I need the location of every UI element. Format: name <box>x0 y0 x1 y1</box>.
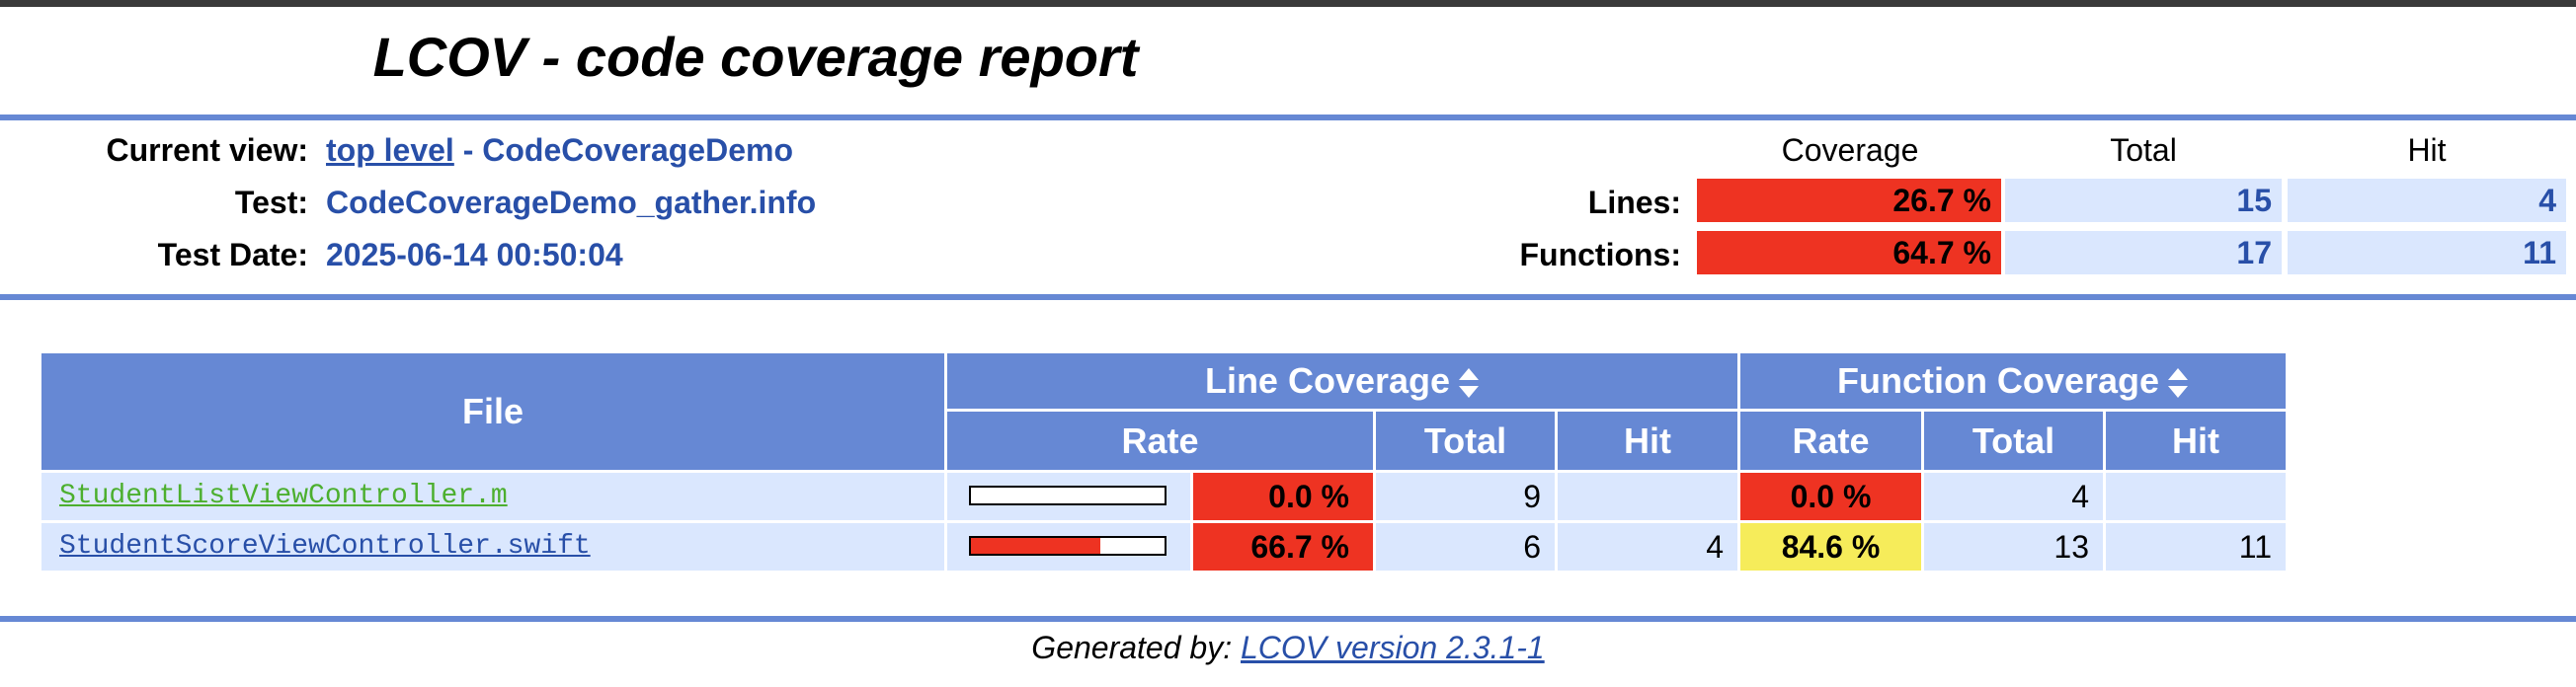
top-level-link[interactable]: top level <box>326 132 454 168</box>
function-total-value: 4 <box>1924 473 2103 520</box>
line-total-value: 9 <box>1376 473 1555 520</box>
coverage-bar-fill <box>971 538 1100 554</box>
coverage-bar <box>969 536 1167 556</box>
function-coverage-header[interactable]: Function Coverage <box>1740 353 2286 409</box>
line-rate-header: Rate <box>947 412 1373 470</box>
test-label: Test: <box>234 185 308 220</box>
lines-label: Lines: <box>1587 185 1681 220</box>
line-total-header: Total <box>1376 412 1555 470</box>
line-rate-value: 0.0 % <box>1193 473 1373 520</box>
window-top-edge <box>0 0 2576 7</box>
function-rate-value: 0.0 % <box>1740 473 1921 520</box>
total-column-header: Total <box>2110 132 2177 168</box>
functions-coverage: 64.7 % <box>1697 231 2001 274</box>
line-hit-value <box>1558 473 1737 520</box>
page-title: LCOV - code coverage report <box>372 26 1139 88</box>
functions-label: Functions: <box>1519 237 1681 272</box>
function-hit-value <box>2106 473 2286 520</box>
functions-total: 17 <box>2005 231 2282 274</box>
test-date-label: Test Date: <box>157 237 308 272</box>
functions-hit: 11 <box>2288 231 2566 274</box>
sort-up-down-icon[interactable] <box>1458 366 1480 400</box>
lines-total: 15 <box>2005 179 2282 222</box>
line-rate-bar-cell <box>947 523 1190 571</box>
file-link-student-score[interactable]: StudentScoreViewController.swift <box>59 531 591 562</box>
line-hit-value: 4 <box>1558 523 1737 571</box>
coverage-bar <box>969 486 1167 505</box>
function-total-value: 13 <box>1924 523 2103 571</box>
line-hit-header: Hit <box>1558 412 1737 470</box>
coverage-column-header: Coverage <box>1781 132 1919 168</box>
current-view-label: Current view: <box>106 132 308 168</box>
function-hit-header: Hit <box>2106 412 2286 470</box>
function-coverage-header-label: Function Coverage <box>1836 360 2160 401</box>
file-link-student-list[interactable]: StudentListViewController.m <box>59 481 508 511</box>
line-total-value: 6 <box>1376 523 1555 571</box>
function-total-header: Total <box>1924 412 2103 470</box>
footer-rule <box>0 616 2576 622</box>
test-value: CodeCoverageDemo_gather.info <box>326 185 817 220</box>
footer: Generated by: LCOV version 2.3.1-1 <box>0 626 2576 669</box>
test-date-value: 2025-06-14 00:50:04 <box>326 237 623 272</box>
line-rate-bar-cell <box>947 473 1190 520</box>
current-view-name: - CodeCoverageDemo <box>453 132 793 168</box>
lines-coverage: 26.7 % <box>1697 179 2001 222</box>
lcov-version-link[interactable]: LCOV version 2.3.1-1 <box>1240 630 1545 665</box>
header-top-rule <box>0 114 2576 120</box>
table-row-file: StudentScoreViewController.swift <box>41 523 944 571</box>
generated-by-label: Generated by: <box>1031 630 1241 665</box>
function-rate-header: Rate <box>1740 412 1921 470</box>
sort-up-down-icon[interactable] <box>2167 366 2189 400</box>
line-coverage-header[interactable]: Line Coverage <box>947 353 1737 409</box>
function-hit-value: 11 <box>2106 523 2286 571</box>
header-bottom-rule <box>0 294 2576 300</box>
lines-hit: 4 <box>2288 179 2566 222</box>
hit-column-header: Hit <box>2407 132 2447 168</box>
current-view-value: top level - CodeCoverageDemo <box>326 128 793 172</box>
function-rate-value: 84.6 % <box>1740 523 1921 571</box>
line-rate-value: 66.7 % <box>1193 523 1373 571</box>
line-coverage-header-label: Line Coverage <box>1204 360 1451 401</box>
file-column-header: File <box>41 353 944 470</box>
table-row-file: StudentListViewController.m <box>41 473 944 520</box>
